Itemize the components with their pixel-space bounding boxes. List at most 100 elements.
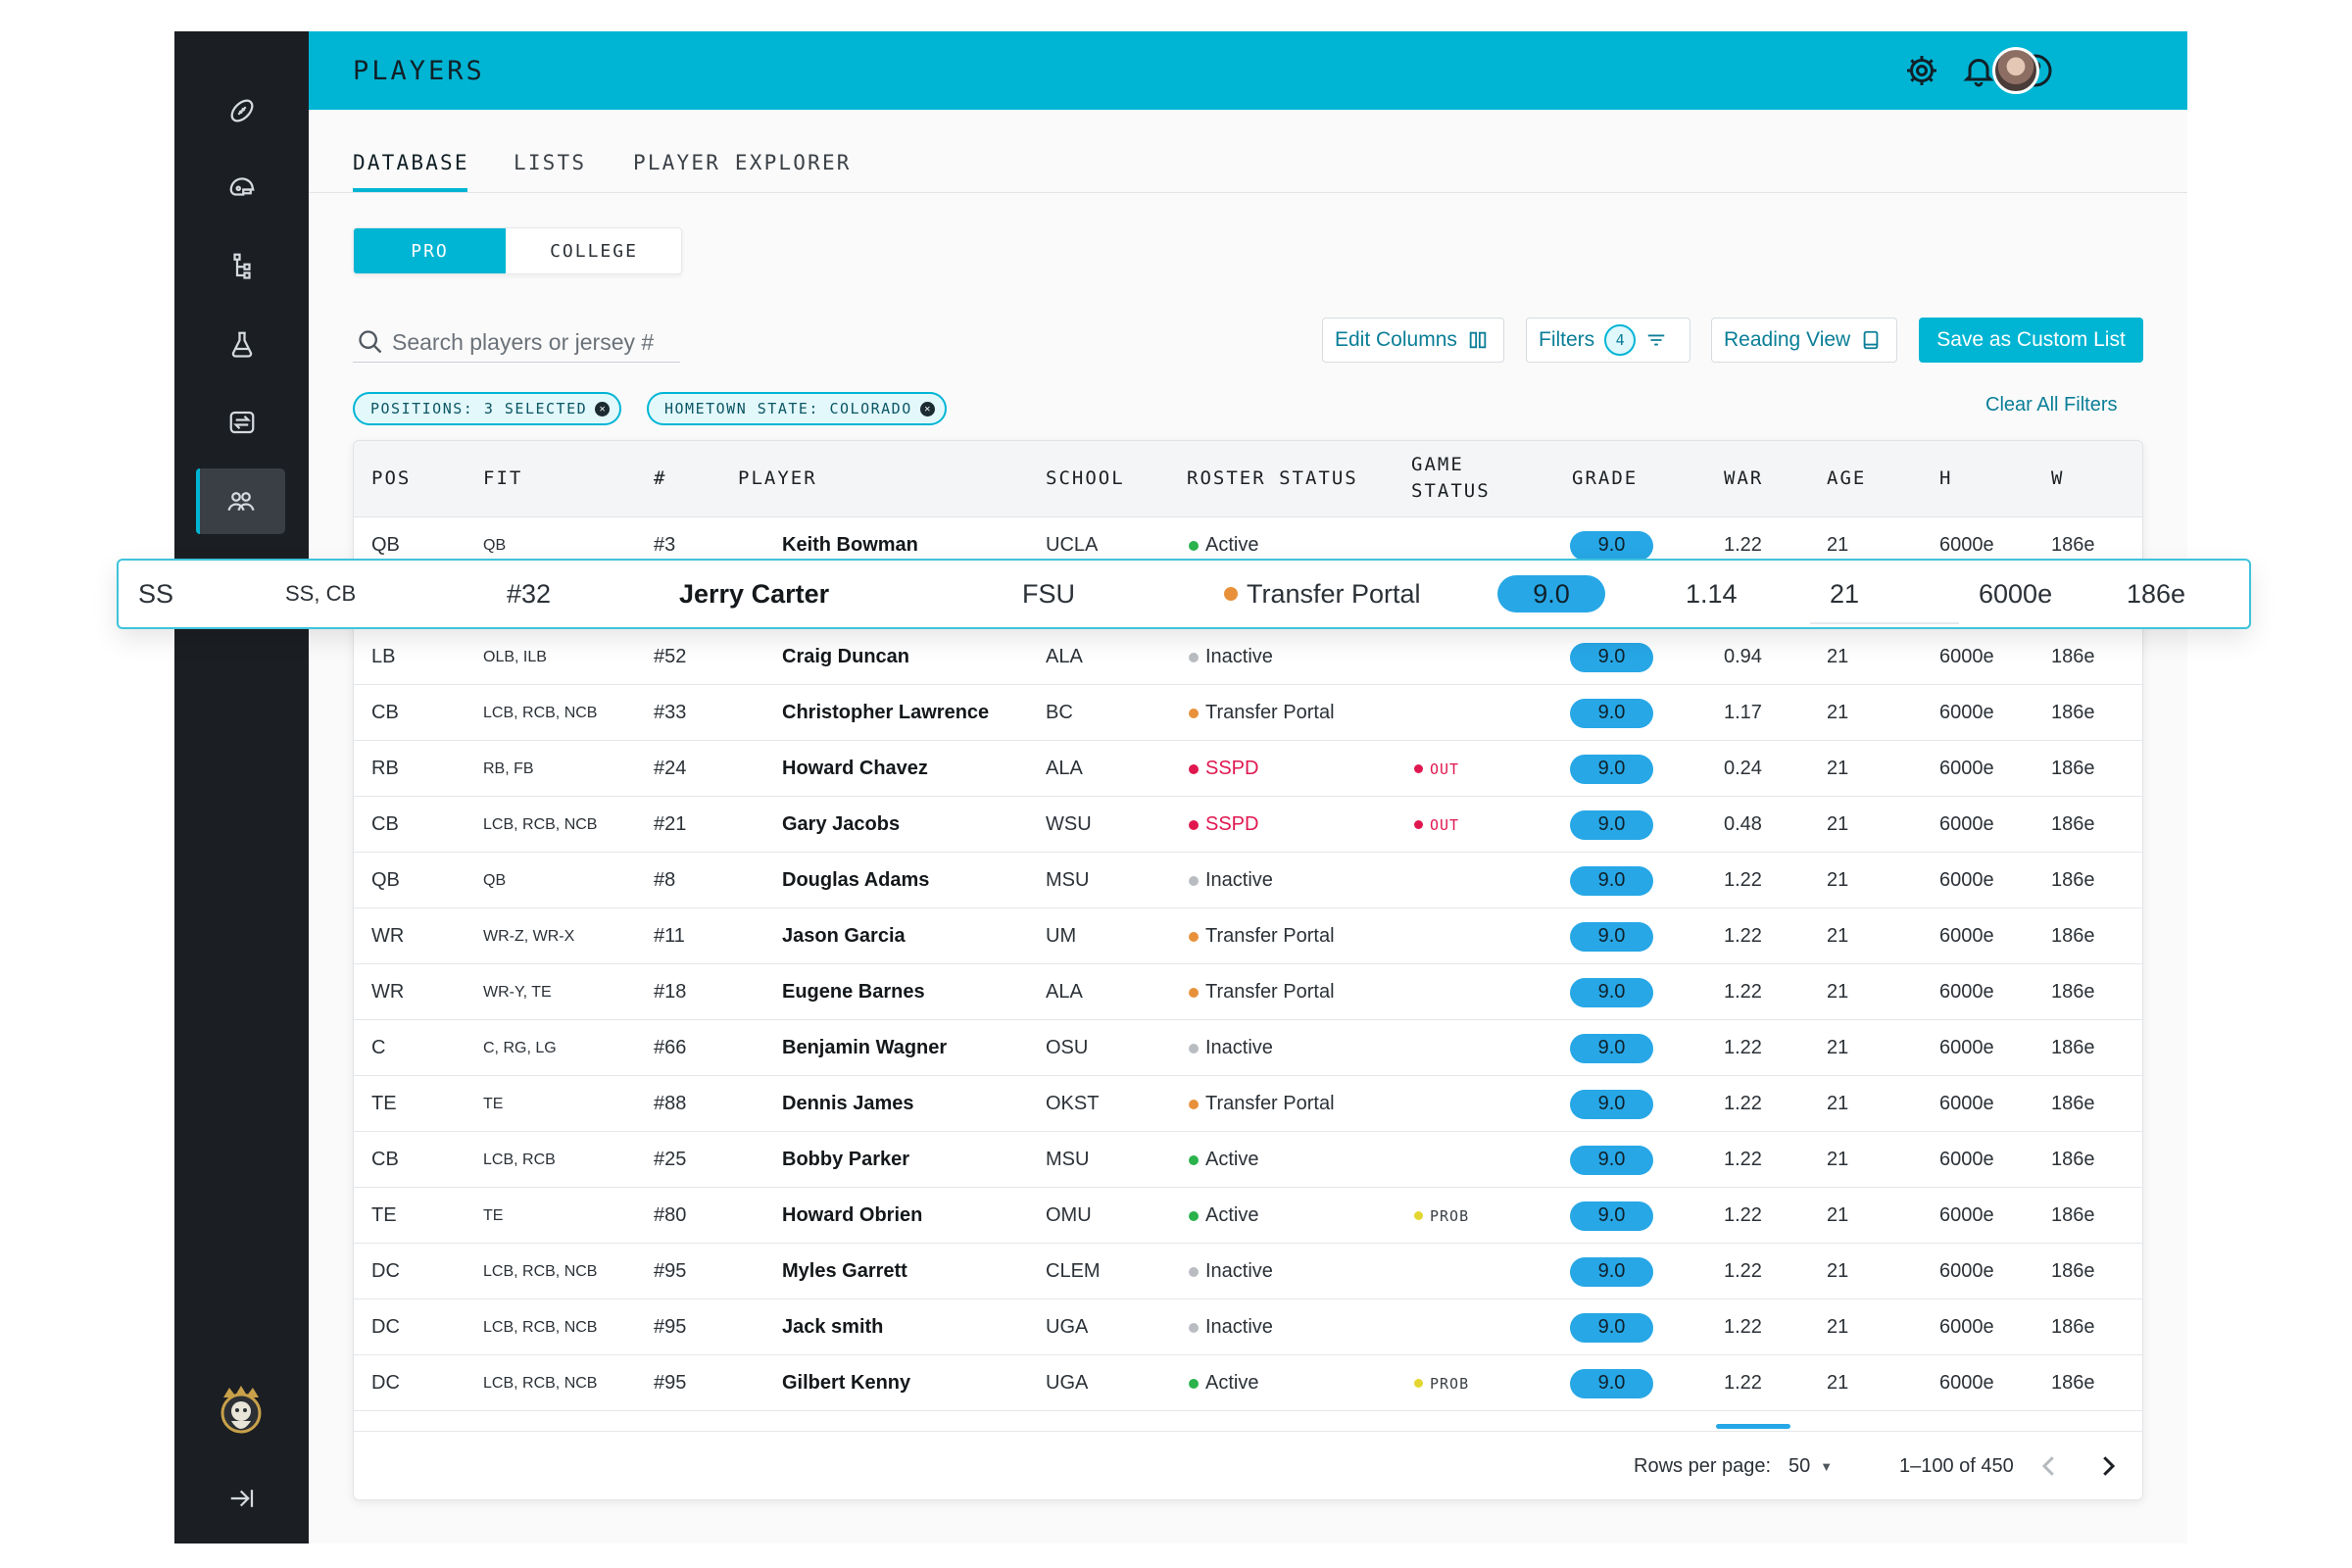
rows-per-page-label: Rows per page: bbox=[1634, 1455, 1772, 1477]
collapse-sidebar-icon[interactable] bbox=[174, 1474, 309, 1523]
cell-player[interactable]: Eugene Barnes bbox=[782, 981, 925, 1003]
filter-chip-label: POSITIONS: 3 SELECTED bbox=[370, 400, 588, 417]
cell-fit: LCB, RCB, NCB bbox=[483, 815, 598, 833]
team-icon[interactable] bbox=[196, 468, 285, 534]
pagination-range: 1–100 of 450 bbox=[1899, 1455, 2014, 1477]
age-cell-divider bbox=[1810, 622, 1959, 624]
cell-h: 6000e bbox=[1939, 981, 1994, 1003]
search-input[interactable] bbox=[392, 327, 676, 357]
cell-player[interactable]: Dennis James bbox=[782, 1093, 914, 1114]
cell-war: 0.48 bbox=[1724, 813, 1762, 835]
column-header-pos[interactable]: POS bbox=[371, 467, 412, 489]
previous-page-icon[interactable] bbox=[2034, 1451, 2064, 1481]
column-header-age[interactable]: AGE bbox=[1827, 467, 1867, 489]
remove-chip-icon[interactable]: ✕ bbox=[919, 401, 935, 416]
table-row[interactable]: C C, RG, LG #66 Benjamin Wagner OSU 1.22 21 600… bbox=[354, 1020, 2142, 1076]
table-row[interactable]: DC LCB, RCB, NCB #95 Gilbert Kenny UGA 1.22 21… bbox=[354, 1355, 2142, 1411]
cell-player[interactable]: Benjamin Wagner bbox=[782, 1037, 948, 1058]
clear-all-filters-link[interactable]: Clear All Filters bbox=[1985, 394, 2118, 416]
filter-chip-positions[interactable]: POSITIONS: 3 SELECTED ✕ bbox=[353, 392, 622, 425]
helmet-icon[interactable] bbox=[174, 163, 309, 212]
cell-player[interactable]: Craig Duncan bbox=[782, 646, 910, 667]
cell-w: 186e bbox=[2051, 869, 2095, 891]
reading-view-button[interactable]: Reading View bbox=[1711, 318, 1897, 363]
save-custom-list-button[interactable]: Save as Custom List bbox=[1919, 318, 2143, 363]
cell-player[interactable]: Gilbert Kenny bbox=[782, 1372, 911, 1394]
dragged-table-row[interactable]: SS SS, CB #32 Jerry Carter FSU Transfer … bbox=[117, 559, 2251, 629]
hierarchy-icon[interactable] bbox=[174, 241, 309, 290]
cell-war: 1.22 bbox=[1724, 1037, 1762, 1058]
notifications-bell-icon[interactable] bbox=[1961, 53, 1996, 88]
cell-player[interactable]: Bobby Parker bbox=[782, 1149, 910, 1170]
cell-h: 6000e bbox=[1939, 1260, 1994, 1282]
status-dot bbox=[1189, 931, 1199, 942]
transfer-icon[interactable] bbox=[174, 398, 309, 447]
column-header-game-status[interactable]: GAME STATUS bbox=[1411, 454, 1491, 502]
column-header-war[interactable]: WAR bbox=[1724, 467, 1764, 489]
tab-player-explorer[interactable]: PLAYER EXPLORER bbox=[633, 151, 852, 174]
status-label: Inactive bbox=[1205, 1316, 1273, 1338]
cell-age: 21 bbox=[1827, 1093, 1849, 1114]
cell-player[interactable]: Keith Bowman bbox=[782, 534, 918, 556]
horizontal-scrollbar[interactable] bbox=[1716, 1424, 1790, 1429]
user-avatar[interactable] bbox=[1992, 47, 2039, 94]
table-row[interactable]: CB LCB, RCB #25 Bobby Parker MSU 1.22 21 6000e 1… bbox=[354, 1132, 2142, 1188]
cell-grade: 9.0 bbox=[1570, 517, 1653, 573]
cell-age: 21 bbox=[1827, 813, 1849, 835]
pro-toggle-button[interactable]: PRO bbox=[354, 228, 506, 273]
column-header-h[interactable]: H bbox=[1939, 467, 1953, 489]
column-header-school[interactable]: SCHOOL bbox=[1046, 467, 1125, 489]
cell-age: 21 bbox=[1827, 1204, 1849, 1226]
tab-database[interactable]: DATABASE bbox=[353, 151, 469, 174]
table-row[interactable]: LB OLB, ILB #52 Craig Duncan ALA 0.94 21 6000e 1… bbox=[354, 629, 2142, 685]
cell-player[interactable]: Jerry Carter bbox=[679, 578, 830, 609]
table-row[interactable]: TE TE #80 Howard Obrien OMU 1.22 21 6000e 186e Ac… bbox=[354, 1188, 2142, 1244]
edit-columns-button[interactable]: Edit Columns bbox=[1322, 318, 1504, 363]
cell-player[interactable]: Myles Garrett bbox=[782, 1260, 907, 1282]
cell-player[interactable]: Howard Obrien bbox=[782, 1204, 923, 1226]
remove-chip-icon[interactable]: ✕ bbox=[595, 401, 611, 416]
table-row[interactable]: TE TE #88 Dennis James OKST 1.22 21 6000e 186e Tr… bbox=[354, 1076, 2142, 1132]
cell-number: #88 bbox=[654, 1093, 687, 1114]
grade-pill: 9.0 bbox=[1570, 809, 1653, 840]
cell-player[interactable]: Jason Garcia bbox=[782, 925, 906, 947]
football-icon[interactable] bbox=[174, 86, 309, 135]
cell-grade: 9.0 bbox=[1570, 797, 1653, 853]
cell-player[interactable]: Gary Jacobs bbox=[782, 813, 901, 835]
filters-button[interactable]: Filters 4 bbox=[1526, 318, 1690, 363]
college-toggle-button[interactable]: COLLEGE bbox=[550, 240, 638, 262]
cell-h: 6000e bbox=[1939, 534, 1994, 556]
cell-player[interactable]: Christopher Lawrence bbox=[782, 702, 990, 723]
column-header-grade[interactable]: GRADE bbox=[1572, 467, 1639, 489]
table-row[interactable]: WR WR-Y, TE #18 Eugene Barnes ALA 1.22 21 6000e… bbox=[354, 964, 2142, 1020]
tab-lists[interactable]: LISTS bbox=[514, 151, 587, 174]
flask-icon[interactable] bbox=[174, 319, 309, 368]
table-row[interactable]: DC LCB, RCB, NCB #95 Jack smith UGA 1.22 21 600… bbox=[354, 1299, 2142, 1355]
cell-player[interactable]: Douglas Adams bbox=[782, 869, 930, 891]
table-row[interactable]: CB LCB, RCB, NCB #21 Gary Jacobs WSU 0.48 21 60… bbox=[354, 797, 2142, 853]
column-header-fit[interactable]: FIT bbox=[483, 467, 523, 489]
active-tab-indicator bbox=[353, 188, 467, 192]
rows-per-page-select[interactable]: 50 ▼ bbox=[1788, 1455, 1833, 1478]
cell-grade: 9.0 bbox=[1570, 685, 1653, 741]
status-label: SSPD bbox=[1205, 813, 1259, 835]
cell-roster-status: Active bbox=[1189, 1355, 1258, 1411]
settings-gear-icon[interactable] bbox=[1904, 53, 1939, 88]
table-row[interactable]: CB LCB, RCB, NCB #33 Christopher Lawrence BC… bbox=[354, 685, 2142, 741]
column-header-roster-status[interactable]: ROSTER STATUS bbox=[1187, 467, 1358, 489]
filters-label: Filters bbox=[1539, 328, 1595, 351]
next-page-icon[interactable] bbox=[2093, 1451, 2123, 1481]
table-row[interactable]: RB RB, FB #24 Howard Chavez ALA 0.24 21 6000e 18… bbox=[354, 741, 2142, 797]
tabs-divider bbox=[309, 192, 2187, 193]
column-header-number[interactable]: # bbox=[654, 467, 667, 489]
column-header-player[interactable]: PLAYER bbox=[738, 467, 817, 489]
table-row[interactable]: QB QB #8 Douglas Adams MSU 1.22 21 6000e 186e Ina… bbox=[354, 853, 2142, 908]
table-row[interactable]: DC LCB, RCB, NCB #95 Myles Garrett CLEM 1.22 2… bbox=[354, 1244, 2142, 1299]
table-row[interactable]: WR WR-Z, WR-X #11 Jason Garcia UM 1.22 21 6000e… bbox=[354, 908, 2142, 964]
grade-pill: 9.0 bbox=[1570, 1256, 1653, 1287]
cell-player[interactable]: Jack smith bbox=[782, 1316, 884, 1338]
cell-player[interactable]: Howard Chavez bbox=[782, 758, 928, 779]
cell-h: 6000e bbox=[1939, 646, 1994, 667]
filter-chip-hometown[interactable]: HOMETOWN STATE: COLORADO ✕ bbox=[647, 392, 947, 425]
column-header-w[interactable]: W bbox=[2051, 467, 2065, 489]
